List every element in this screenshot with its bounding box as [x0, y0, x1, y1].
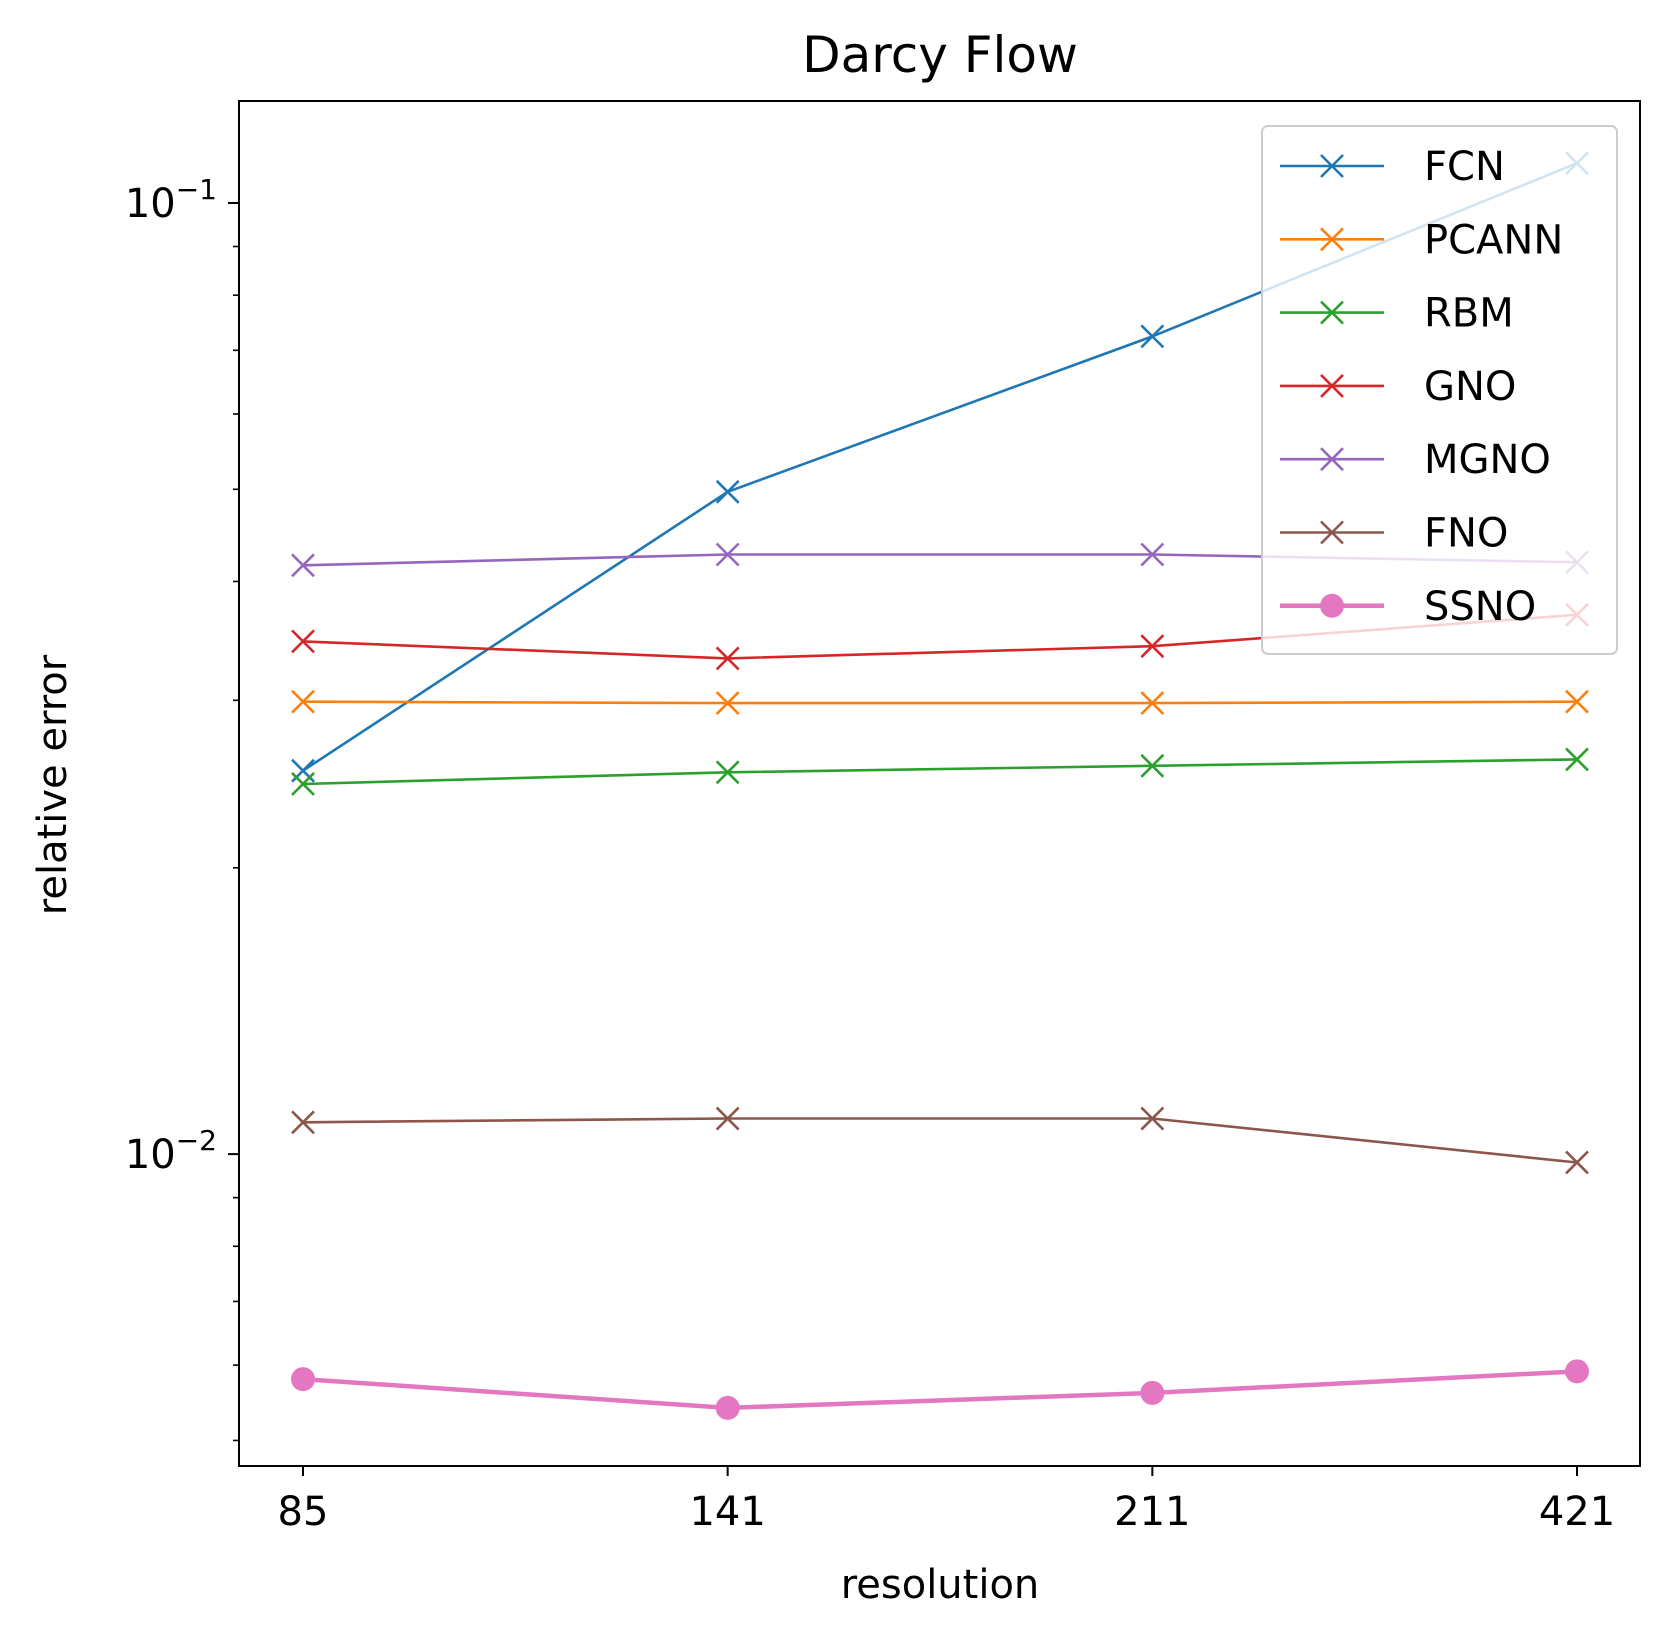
- data-point-gno-85: [291, 629, 315, 654]
- data-point-mgno-85: [291, 553, 315, 578]
- legend-item-ssno: SSNO: [1280, 584, 1536, 630]
- y-tick-label: 10−2: [125, 1124, 217, 1178]
- x-tick-label-85: 85: [278, 1489, 329, 1535]
- data-point-pcann-141: [715, 691, 740, 715]
- data-point-ssno-141: [715, 1395, 740, 1420]
- data-point-gno-211: [1140, 634, 1165, 659]
- series-line-ssno: [302, 1369, 1578, 1411]
- legend-item-rbm: RBM: [1280, 291, 1514, 337]
- legend-marker-pcann: [1320, 227, 1344, 252]
- legend-marker-ssno: [1320, 593, 1344, 618]
- series-pcann: [291, 689, 1589, 715]
- legend-marker-fno: [1320, 520, 1344, 545]
- data-point-fno-211: [1140, 1106, 1165, 1131]
- axes-layer: 85 141 211 421 10−1 10−2: [125, 100, 1641, 1535]
- legend-marker-rbm: [1320, 300, 1344, 325]
- legend-box: [1261, 125, 1618, 655]
- legend-label-pcann: PCANN: [1424, 217, 1563, 263]
- data-point-pcann-85: [291, 689, 315, 714]
- chart-title: Darcy Flow: [802, 26, 1078, 84]
- legend-label-fcn: FCN: [1424, 144, 1505, 190]
- data-point-ssno-85: [291, 1367, 315, 1392]
- legend-label-fno: FNO: [1424, 511, 1508, 557]
- data-point-rbm-211: [1140, 753, 1165, 778]
- data-point-ssno-211: [1140, 1380, 1165, 1405]
- data-point-fcn-141: [715, 479, 740, 504]
- series-fno: [291, 1106, 1589, 1175]
- y-tick-label: 10−1: [125, 173, 217, 227]
- data-point-mgno-211: [1140, 542, 1165, 567]
- data-point-rbm-85: [291, 772, 315, 796]
- data-point-pcann-421: [1565, 689, 1589, 714]
- data-point-pcann-211: [1140, 691, 1165, 715]
- legend-label-gno: GNO: [1424, 364, 1516, 410]
- data-point-mgno-141: [715, 542, 740, 567]
- plot-frame: [238, 100, 1641, 1467]
- legend-item-pcann: PCANN: [1280, 217, 1563, 263]
- legend-marker-gno: [1320, 373, 1344, 398]
- x-tick-label-421: 421: [1539, 1489, 1615, 1535]
- legend-item-gno: GNO: [1280, 364, 1516, 410]
- x-axis-label: resolution: [841, 1562, 1040, 1608]
- legend: FCN PCANN RBM GNO MGNO FNO SSNO: [1261, 125, 1618, 655]
- legend-item-mgno: MGNO: [1280, 437, 1551, 483]
- series-ssno: [291, 1359, 1589, 1420]
- y-axis-label: relative error: [30, 654, 76, 915]
- series-line-pcann: [302, 700, 1578, 705]
- data-point-fno-85: [291, 1110, 315, 1135]
- data-point-fno-141: [715, 1106, 740, 1131]
- data-point-fno-421: [1565, 1150, 1589, 1175]
- data-point-gno-141: [715, 646, 740, 671]
- legend-label-ssno: SSNO: [1424, 584, 1536, 630]
- x-tick-label-211: 211: [1114, 1489, 1190, 1535]
- data-point-fcn-211: [1140, 324, 1165, 349]
- data-point-rbm-421: [1565, 747, 1589, 772]
- legend-label-mgno: MGNO: [1424, 437, 1551, 483]
- series-line-fno: [302, 1117, 1578, 1164]
- legend-label-rbm: RBM: [1424, 291, 1514, 337]
- series-rbm: [291, 747, 1589, 796]
- legend-marker-mgno: [1320, 447, 1344, 472]
- series-line-rbm: [302, 758, 1578, 786]
- legend-item-fcn: FCN: [1280, 144, 1505, 190]
- data-point-rbm-141: [715, 760, 740, 785]
- legend-marker-fcn: [1320, 154, 1344, 178]
- x-tick-label-141: 141: [689, 1489, 765, 1535]
- legend-item-fno: FNO: [1280, 511, 1508, 557]
- data-point-ssno-421: [1565, 1359, 1589, 1384]
- series-layer: [291, 151, 1589, 1420]
